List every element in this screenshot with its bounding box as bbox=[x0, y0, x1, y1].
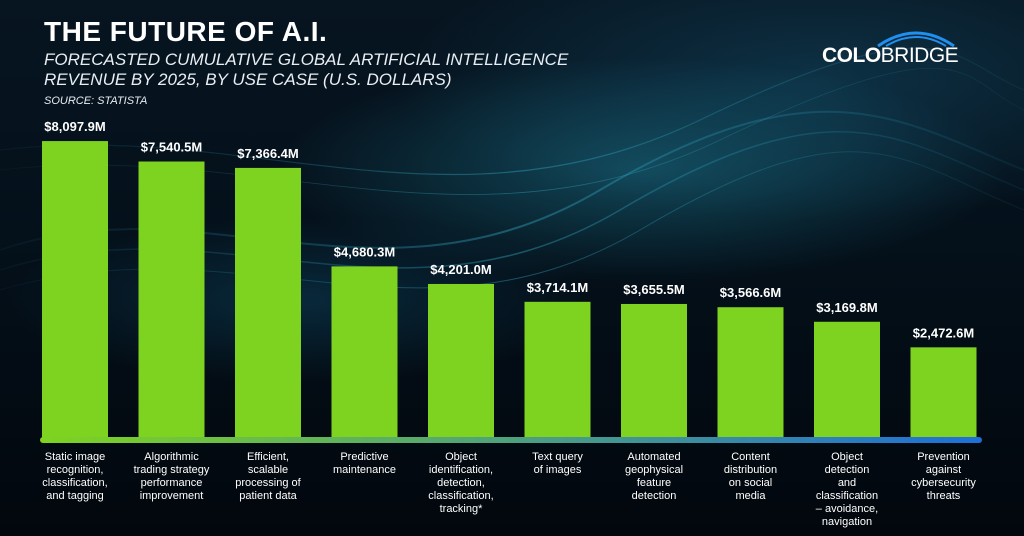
category-label-line: classification bbox=[815, 490, 879, 502]
bar-7 bbox=[621, 303, 687, 438]
category-label-line: of images bbox=[533, 464, 582, 476]
value-label-2: $7,540.5M bbox=[141, 140, 202, 155]
bar-8 bbox=[717, 307, 784, 438]
category-label-line: improvement bbox=[139, 490, 204, 502]
bar-1 bbox=[42, 141, 108, 438]
category-label-line: detection, bbox=[437, 477, 485, 489]
category-label-line: – avoidance, bbox=[815, 503, 879, 515]
bar-9 bbox=[814, 321, 880, 438]
category-label-line: Efficient, bbox=[247, 451, 289, 463]
x-axis-line bbox=[40, 437, 982, 443]
value-label-4: $4,680.3M bbox=[334, 244, 395, 259]
category-label-line: identification, bbox=[428, 464, 494, 476]
category-label-4: Predictive maintenance bbox=[317, 451, 413, 477]
colobridge-logo: COLOBRIDGE bbox=[822, 26, 962, 70]
category-label-8: Content distribution on social media bbox=[703, 451, 799, 503]
bridge-arc-icon bbox=[877, 31, 955, 48]
category-label-line: media bbox=[735, 490, 766, 502]
category-label-line: cybersecurity bbox=[911, 477, 976, 489]
category-label-line: and tagging bbox=[46, 490, 104, 502]
category-label-line: trading strategy bbox=[133, 464, 210, 476]
source-note: SOURCE: STATISTA bbox=[44, 95, 148, 107]
category-label-line: Automated bbox=[627, 451, 681, 463]
category-label-line: geophysical bbox=[624, 464, 684, 476]
category-label-2: Algorithmic trading strategy performance im… bbox=[124, 451, 220, 503]
category-label-line: Text query bbox=[532, 451, 583, 463]
category-label-9: Object detection and classification – avoida… bbox=[799, 451, 895, 529]
bar-5 bbox=[428, 283, 494, 438]
category-label-line: and bbox=[837, 477, 857, 489]
category-label-line: Content bbox=[731, 451, 770, 463]
bar-2 bbox=[138, 161, 205, 438]
category-label-line: detection bbox=[631, 490, 677, 502]
category-label-line: detection bbox=[824, 464, 870, 476]
category-label-line: Static image bbox=[44, 451, 106, 463]
category-label-line: distribution bbox=[723, 464, 778, 476]
page-subtitle: FORECASTED CUMULATIVE GLOBAL ARTIFICIAL … bbox=[44, 50, 569, 89]
category-label-line: Object bbox=[445, 451, 477, 463]
value-label-5: $4,201.0M bbox=[430, 262, 491, 277]
category-label-line: Object bbox=[831, 451, 863, 463]
category-label-line: recognition, bbox=[46, 464, 104, 476]
category-label-5: Object identification, detection, classific… bbox=[413, 451, 509, 516]
value-label-8: $3,566.6M bbox=[720, 285, 781, 300]
category-label-10: Prevention against cybersecurity threats bbox=[896, 451, 992, 503]
category-label-line: Predictive bbox=[340, 451, 389, 463]
logo-text-colo: COLO bbox=[822, 44, 881, 67]
bar-10 bbox=[910, 347, 977, 438]
category-label-line: patient data bbox=[239, 490, 297, 502]
category-label-line: threats bbox=[926, 490, 961, 502]
category-label-6: Text query of images bbox=[510, 451, 606, 477]
category-label-line: tracking* bbox=[439, 503, 483, 515]
logo-text-bridge: BRIDGE bbox=[880, 44, 959, 67]
category-label-line: against bbox=[925, 464, 962, 476]
category-label-line: on social bbox=[728, 477, 773, 489]
category-label-line: feature bbox=[636, 477, 672, 489]
category-label-line: classification, bbox=[42, 477, 108, 489]
category-label-line: scalable bbox=[247, 464, 289, 476]
value-label-1: $8,097.9M bbox=[44, 119, 105, 134]
value-label-10: $2,472.6M bbox=[913, 325, 974, 340]
category-label-line: navigation bbox=[821, 516, 873, 528]
category-label-line: maintenance bbox=[333, 464, 396, 476]
value-label-7: $3,655.5M bbox=[623, 282, 684, 297]
page-title: THE FUTURE OF A.I. bbox=[44, 16, 328, 47]
bar-3 bbox=[235, 167, 301, 438]
category-label-1: Static image recognition, classification, a… bbox=[27, 451, 123, 503]
category-label-line: performance bbox=[140, 477, 203, 489]
category-label-3: Efficient, scalable processing of patient d… bbox=[220, 451, 316, 503]
value-label-6: $3,714.1M bbox=[527, 280, 588, 295]
category-label-7: Automated geophysical feature detection bbox=[606, 451, 702, 503]
bar-6 bbox=[524, 301, 591, 438]
value-label-3: $7,366.4M bbox=[237, 146, 298, 161]
category-label-line: processing of bbox=[235, 477, 301, 489]
logo-text: COLOBRIDGE bbox=[822, 44, 959, 68]
value-label-9: $3,169.8M bbox=[816, 300, 877, 315]
bar-4 bbox=[331, 266, 398, 438]
category-label-line: Algorithmic bbox=[144, 451, 199, 463]
category-label-line: classification, bbox=[428, 490, 494, 502]
category-label-line: Prevention bbox=[917, 451, 970, 463]
